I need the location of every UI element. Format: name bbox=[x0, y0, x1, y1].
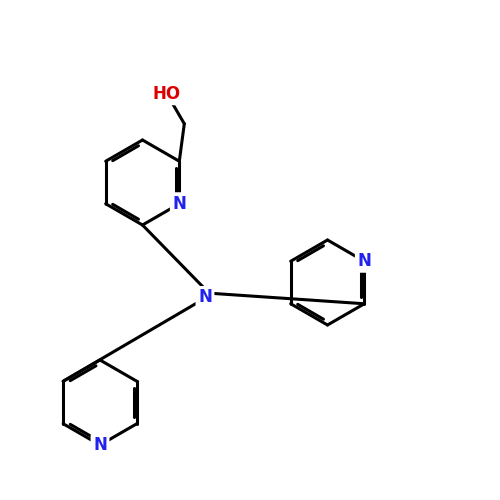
Text: N: N bbox=[93, 436, 107, 454]
Text: HO: HO bbox=[152, 84, 181, 103]
Text: N: N bbox=[172, 195, 186, 213]
Text: N: N bbox=[198, 288, 212, 306]
Text: N: N bbox=[358, 252, 371, 270]
